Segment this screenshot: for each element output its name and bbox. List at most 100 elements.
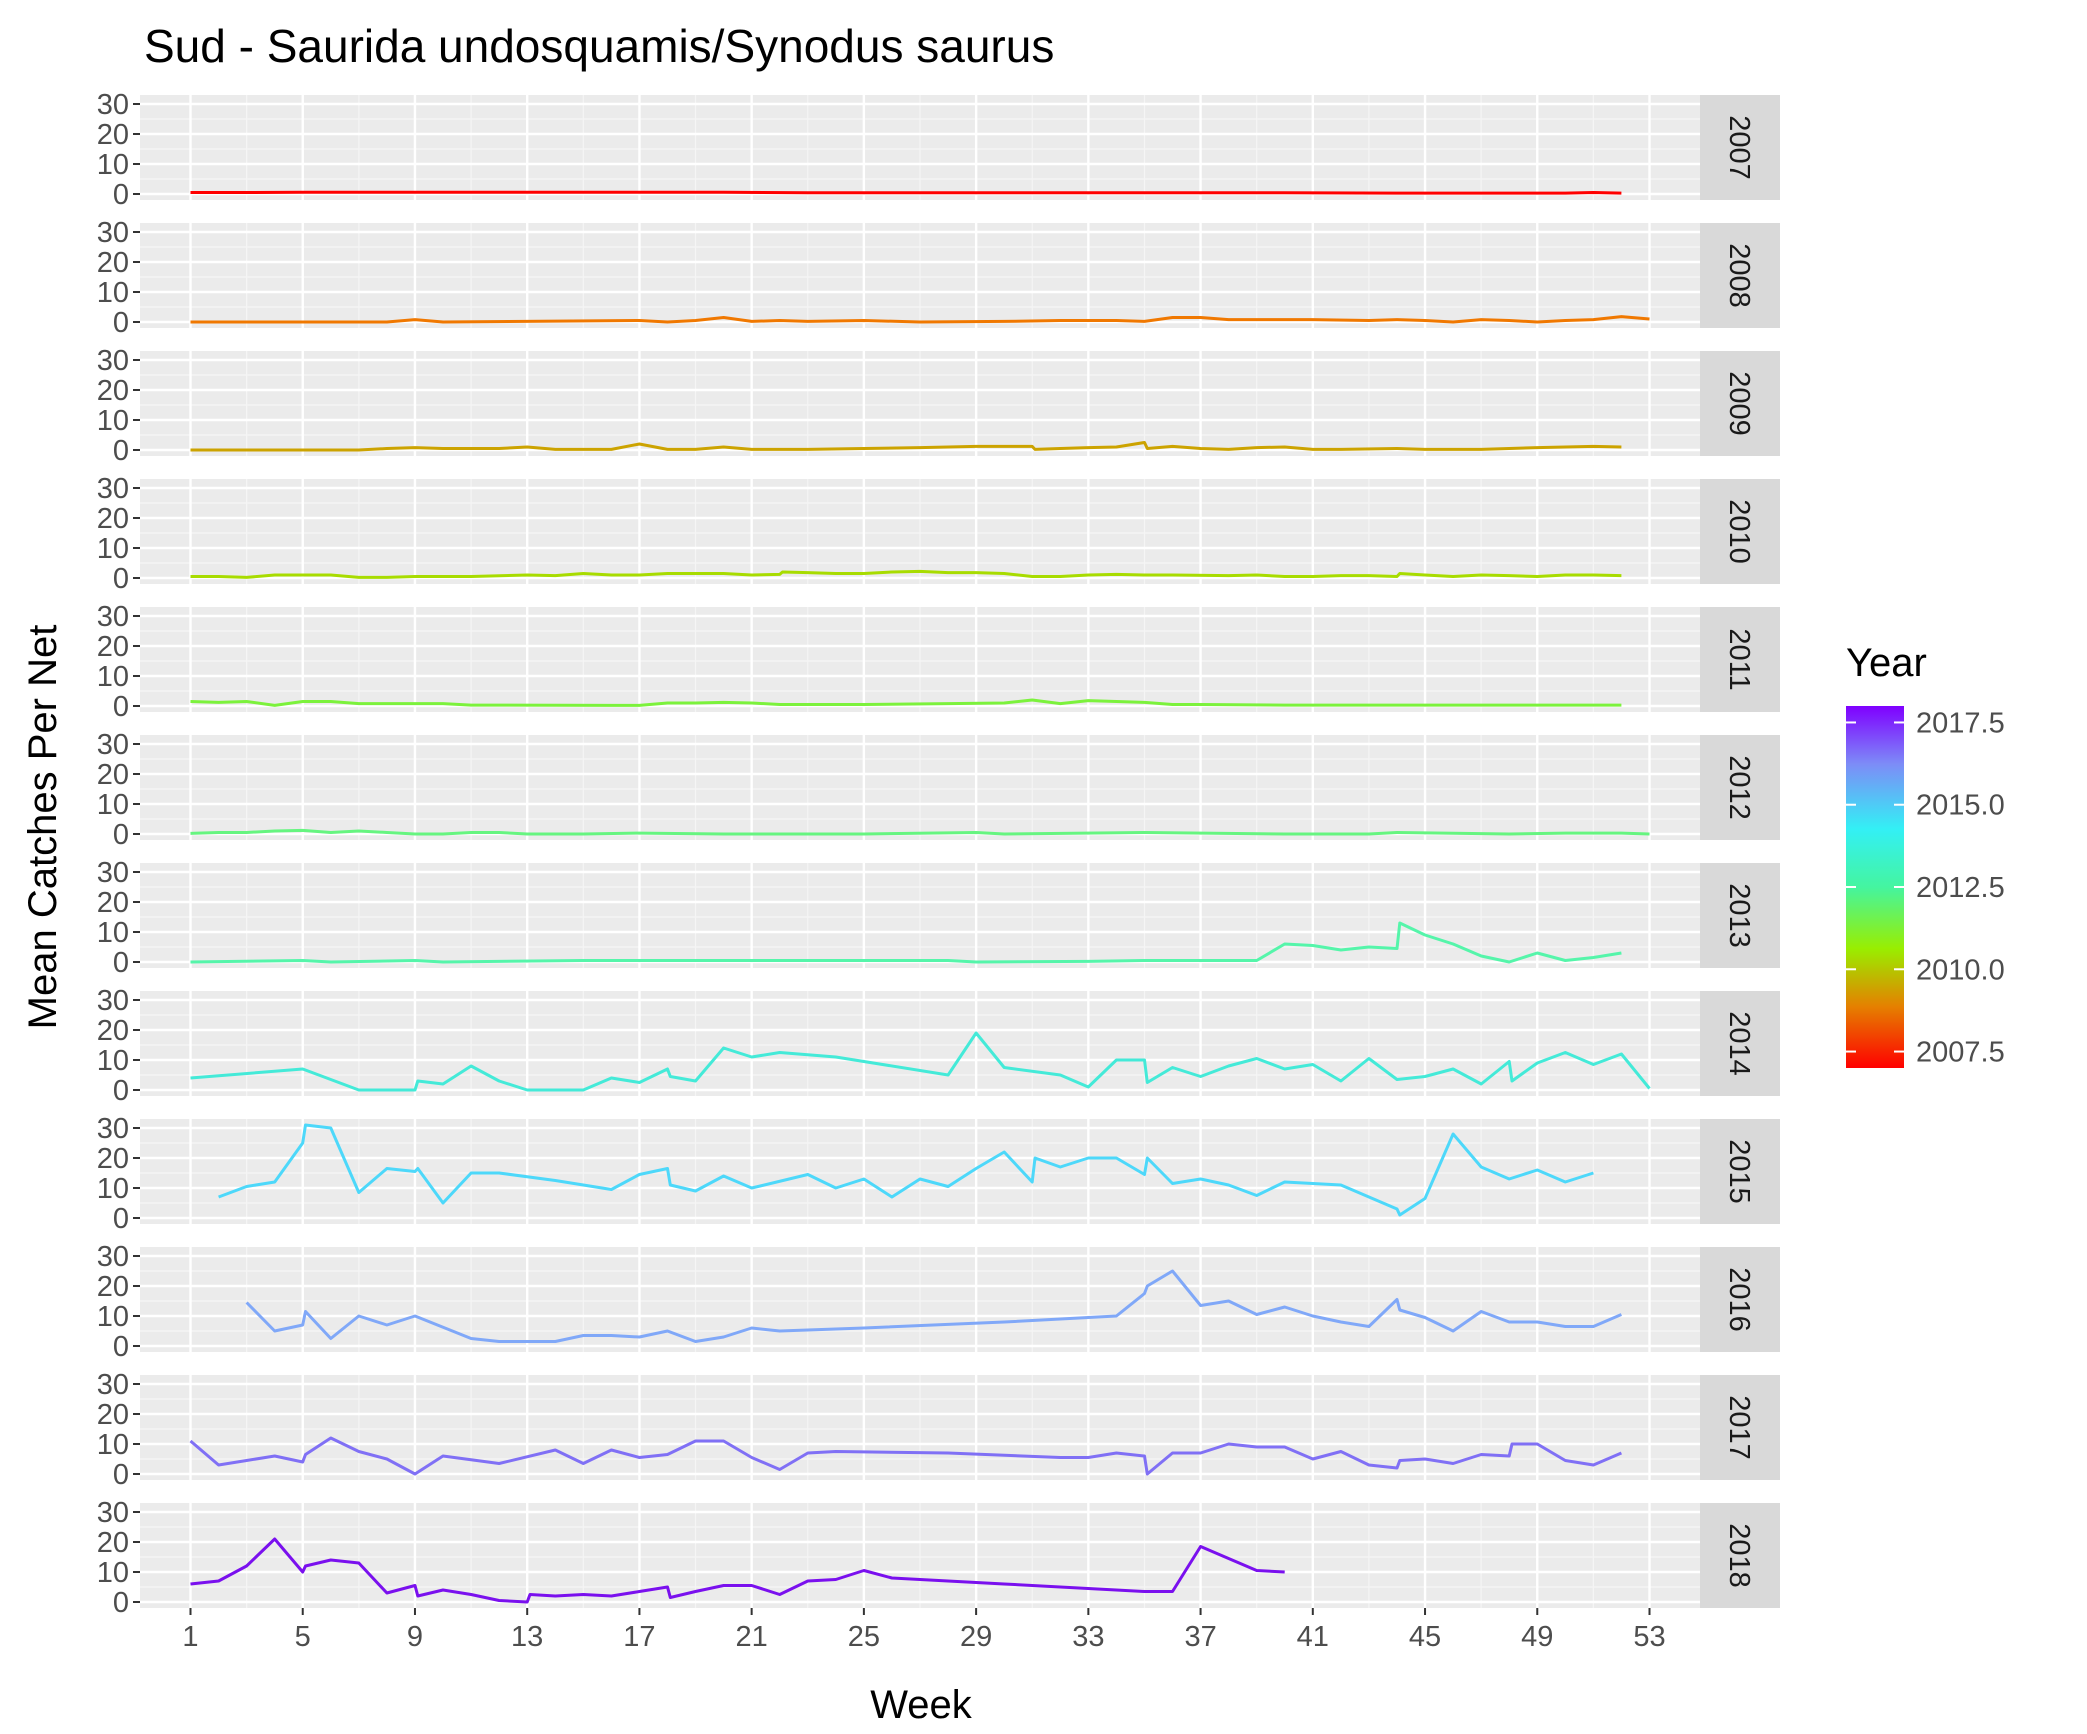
- series-line-2007: [190, 190, 1622, 195]
- facet-strip-label: 2016: [1723, 1267, 1755, 1332]
- facet-strip-label: 2009: [1723, 371, 1755, 436]
- series-line-2017: [189, 1436, 1622, 1476]
- facet-strip: [1700, 735, 1780, 840]
- y-axis-title: Mean Catches Per Net: [21, 625, 65, 1030]
- facet-strip-label: 2017: [1723, 1395, 1755, 1460]
- y-tick-label: 0: [113, 1331, 129, 1363]
- y-tick-label: 0: [113, 435, 129, 467]
- x-tick-label: 41: [1297, 1621, 1329, 1653]
- y-tick-label: 0: [113, 1203, 129, 1235]
- y-tick-label: 10: [97, 661, 129, 693]
- y-tick-label: 30: [97, 89, 129, 121]
- y-tick-label: 20: [97, 503, 129, 535]
- y-tick-label: 10: [97, 1045, 129, 1077]
- y-tick-label: 30: [97, 345, 129, 377]
- facet-strip-label: 2010: [1723, 499, 1755, 564]
- y-tick-label: 20: [97, 1271, 129, 1303]
- x-tick-label: 53: [1633, 1621, 1665, 1653]
- x-tick-label: 9: [407, 1621, 423, 1653]
- y-tick-label: 0: [113, 691, 129, 723]
- y-tick-label: 20: [97, 631, 129, 663]
- y-tick-label: 0: [113, 1075, 129, 1107]
- y-tick-label: 30: [97, 729, 129, 761]
- y-tick-label: 0: [113, 179, 129, 211]
- facet-panels: 0102030200701020302008010203020090102030…: [97, 89, 1780, 1619]
- y-tick-label: 10: [97, 405, 129, 437]
- y-tick-label: 10: [97, 277, 129, 309]
- y-tick-label: 20: [97, 247, 129, 279]
- x-axis-title: Week: [870, 1683, 973, 1727]
- x-tick-label: 1: [182, 1621, 198, 1653]
- series-line-2011: [190, 698, 1622, 707]
- y-tick-label: 30: [97, 857, 129, 889]
- series-line-2018: [190, 1537, 1285, 1604]
- y-tick-label: 0: [113, 947, 129, 979]
- facet-strip: [1700, 1503, 1780, 1608]
- facet-strip: [1700, 351, 1780, 456]
- legend-label: 2010.0: [1916, 954, 2005, 986]
- y-tick-label: 20: [97, 119, 129, 151]
- x-tick-label: 37: [1184, 1621, 1216, 1653]
- y-tick-label: 20: [97, 1527, 129, 1559]
- series-line-2015: [218, 1123, 1594, 1217]
- facet-strip: [1700, 1375, 1780, 1480]
- chart-title: Sud - Saurida undosquamis/Synodus saurus: [144, 20, 1054, 72]
- y-tick-label: 10: [97, 149, 129, 181]
- facet-strip-label: 2007: [1723, 115, 1755, 180]
- y-tick-label: 20: [97, 1399, 129, 1431]
- y-tick-label: 0: [113, 819, 129, 851]
- y-tick-label: 30: [97, 601, 129, 633]
- series-line-2010: [190, 569, 1622, 579]
- y-tick-label: 10: [97, 1173, 129, 1205]
- facet-strip: [1700, 95, 1780, 200]
- y-tick-label: 10: [97, 789, 129, 821]
- facet-strip-label: 2014: [1723, 1011, 1755, 1076]
- series-line-2014: [190, 1031, 1651, 1092]
- x-tick-label: 25: [848, 1621, 880, 1653]
- y-tick-label: 10: [97, 1557, 129, 1589]
- facet-strip-label: 2008: [1723, 243, 1755, 308]
- y-tick-label: 20: [97, 759, 129, 791]
- y-tick-label: 20: [97, 375, 129, 407]
- x-tick-label: 17: [623, 1621, 655, 1653]
- series-line-2016: [245, 1269, 1622, 1343]
- y-tick-label: 30: [97, 985, 129, 1017]
- facet-strip: [1700, 863, 1780, 968]
- y-tick-label: 0: [113, 1459, 129, 1491]
- y-tick-label: 20: [97, 1015, 129, 1047]
- legend-title: Year: [1846, 641, 1927, 685]
- series-line-2012: [190, 828, 1650, 836]
- y-tick-label: 30: [97, 473, 129, 505]
- y-tick-label: 20: [97, 1143, 129, 1175]
- x-tick-label: 29: [960, 1621, 992, 1653]
- facet-strip-label: 2015: [1723, 1139, 1755, 1204]
- y-tick-label: 10: [97, 1429, 129, 1461]
- facet-strip-label: 2012: [1723, 755, 1755, 820]
- legend: Year 2017.5 2015.0 2012.5 2010.0 2007.5: [1846, 641, 2005, 1069]
- y-tick-label: 0: [113, 1587, 129, 1619]
- x-axis: 1 5 9 13 17 21 25 29 33 37 41 45 49 53: [182, 1608, 1666, 1653]
- facet-strip-label: 2018: [1723, 1523, 1755, 1588]
- y-tick-label: 30: [97, 1369, 129, 1401]
- y-tick-label: 10: [97, 533, 129, 565]
- series-line-2009: [190, 441, 1622, 452]
- x-tick-label: 49: [1521, 1621, 1553, 1653]
- facet-strip: [1700, 1247, 1780, 1352]
- facet-strip: [1700, 1119, 1780, 1224]
- x-tick-label: 21: [736, 1621, 768, 1653]
- facet-strip: [1700, 991, 1780, 1096]
- y-tick-label: 30: [97, 1497, 129, 1529]
- y-tick-label: 30: [97, 1113, 129, 1145]
